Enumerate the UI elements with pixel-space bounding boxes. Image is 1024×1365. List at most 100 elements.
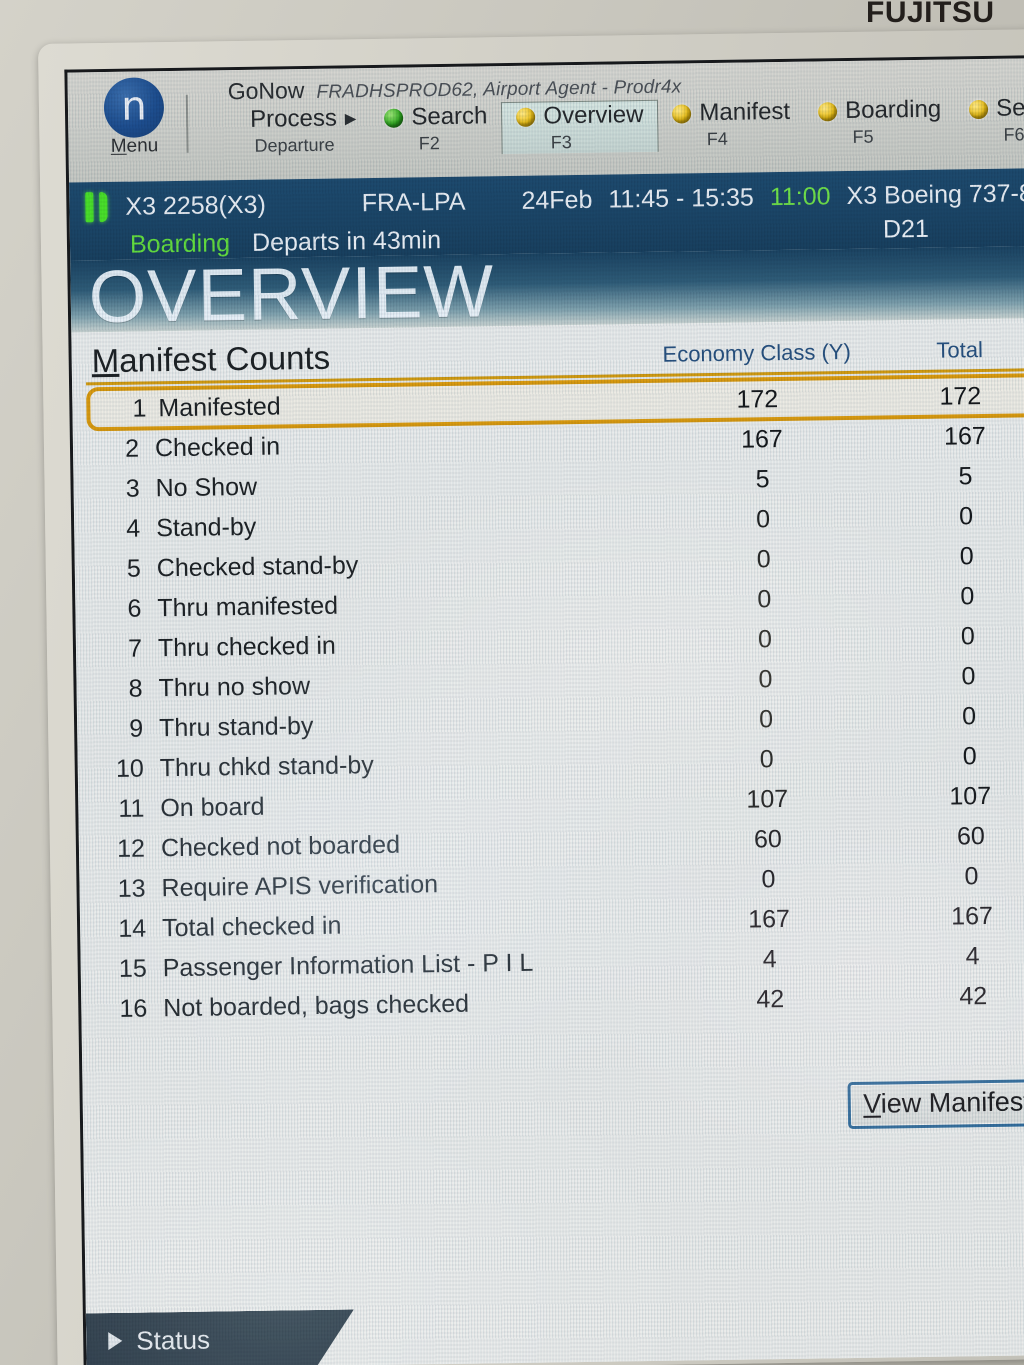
row-label: No Show xyxy=(155,472,258,502)
toolbar-button-search[interactable]: Search F2 xyxy=(370,102,502,155)
row-economy: 167 xyxy=(747,904,791,934)
application-toolbar: n Menu GoNow FRADHSPROD62, Airport Agent… xyxy=(67,58,1024,183)
row-economy: 42 xyxy=(756,984,785,1013)
row-label: Thru stand-by xyxy=(158,711,314,742)
status-lamp-yellow-icon xyxy=(817,101,838,121)
status-bar-label: Status xyxy=(136,1324,211,1356)
monitor-bezel: n Menu GoNow FRADHSPROD62, Airport Agent… xyxy=(38,29,1024,1365)
row-economy: 107 xyxy=(746,784,789,814)
row-total: 0 xyxy=(961,661,976,690)
row-economy: 0 xyxy=(757,584,772,613)
row-label: Require APIS verification xyxy=(161,869,439,902)
toolbar-button-process-sub: Departure xyxy=(254,134,335,156)
row-economy: 172 xyxy=(736,384,779,414)
toolbar-button-seat-mgr-label: Seat Mgr xyxy=(995,93,1024,122)
menu-label: Menu xyxy=(110,135,159,157)
row-label: On board xyxy=(160,792,265,822)
row-index: 12 xyxy=(116,834,146,863)
row-total: 4 xyxy=(965,941,980,970)
toolbar-button-search-label: Search xyxy=(411,102,488,131)
row-total: 60 xyxy=(956,821,985,850)
row-index: 2 xyxy=(124,434,140,463)
toolbar-button-overview-key: F3 xyxy=(550,132,572,153)
row-index: 11 xyxy=(118,794,145,823)
row-label: Checked stand-by xyxy=(156,550,359,582)
manifest-counts-table: 1 Manifested 172 172 2 Checked in 167 16… xyxy=(86,373,1024,1029)
chevron-right-icon: ▶ xyxy=(344,110,357,128)
row-total: 0 xyxy=(958,501,974,530)
row-label: Checked not boarded xyxy=(160,830,401,862)
app-name: GoNow xyxy=(227,77,305,105)
row-economy: 167 xyxy=(740,424,784,454)
status-lamp-yellow-icon xyxy=(672,103,692,124)
flight-number: X3 2258(X3) xyxy=(125,190,266,221)
flight-duration: 11:00 xyxy=(769,181,831,211)
row-index: 16 xyxy=(119,993,148,1023)
row-label: Stand-by xyxy=(155,512,257,542)
row-total: 107 xyxy=(949,781,992,811)
toolbar-button-overview[interactable]: Overview F3 xyxy=(501,99,659,155)
toolbar-button-overview-label: Overview xyxy=(543,101,644,130)
toolbar-button-boarding[interactable]: Boarding F5 xyxy=(804,95,956,148)
toolbar-divider xyxy=(185,94,189,153)
main-content: Manifest Counts Economy Class (Y) Total … xyxy=(71,317,1024,1365)
page-title: OVERVIEW xyxy=(88,249,495,333)
row-total: 0 xyxy=(960,581,975,610)
row-total: 42 xyxy=(959,981,988,1010)
column-header-economy: Economy Class (Y) xyxy=(662,338,851,367)
row-index: 8 xyxy=(128,674,143,703)
row-label: Passenger Information List - P I L xyxy=(162,948,534,982)
row-index: 7 xyxy=(127,634,143,663)
expander-triangle-icon xyxy=(108,1332,122,1350)
column-header-group: Economy Class (Y) Total xyxy=(628,336,1024,372)
row-economy: 5 xyxy=(755,464,770,493)
row-economy: 0 xyxy=(756,544,771,573)
gonow-logo-icon: n xyxy=(103,77,165,139)
row-economy: 4 xyxy=(762,944,777,973)
flight-times: 11:45 - 15:35 xyxy=(608,182,755,214)
row-total: 0 xyxy=(959,541,974,570)
row-total: 0 xyxy=(960,621,976,650)
row-index: 15 xyxy=(118,953,147,983)
status-lamp-yellow-icon xyxy=(516,107,536,127)
row-label: Thru no show xyxy=(158,671,311,702)
toolbar-button-boarding-key: F5 xyxy=(852,126,874,147)
row-total: 0 xyxy=(964,861,979,890)
row-index: 10 xyxy=(115,754,144,783)
section-title: Manifest Counts xyxy=(91,338,331,380)
boarding-gate-icon xyxy=(85,191,111,223)
toolbar-button-search-key: F2 xyxy=(418,133,440,154)
menu-button[interactable]: n Menu xyxy=(81,71,186,159)
row-economy: 0 xyxy=(759,744,774,773)
row-label: Manifested xyxy=(158,391,281,422)
manifest-button-row: View Manifest xyxy=(97,1079,1024,1140)
row-total: 0 xyxy=(961,701,977,730)
status-bar[interactable]: Status xyxy=(86,1309,355,1365)
row-label: Thru manifested xyxy=(157,591,339,622)
row-index: 6 xyxy=(127,594,142,623)
column-header-total: Total xyxy=(936,337,984,363)
row-label: Checked in xyxy=(154,431,281,462)
flight-route: FRA-LPA xyxy=(361,187,466,217)
toolbar-button-seat-mgr[interactable]: Seat Mgr F6 xyxy=(955,93,1024,146)
toolbar-button-manifest[interactable]: Manifest F4 xyxy=(658,98,804,151)
toolbar-button-process[interactable]: Process ▶ Departure xyxy=(236,104,371,157)
flight-equipment: X3 Boeing 737-80 xyxy=(846,178,1024,210)
row-total: 5 xyxy=(958,461,973,490)
row-total: 167 xyxy=(950,901,994,931)
gate-number: D21 xyxy=(882,214,930,244)
toolbar-button-manifest-label: Manifest xyxy=(699,97,791,127)
row-index: 4 xyxy=(126,514,141,543)
toolbar-button-seat-mgr-key: F6 xyxy=(1003,124,1024,145)
flight-info-bar[interactable]: X3 2258(X3) FRA-LPA 24Feb 11:45 - 15:35 … xyxy=(69,168,1024,261)
status-lamp-yellow-icon xyxy=(969,99,989,119)
row-index: 13 xyxy=(117,873,146,903)
row-label: Not boarded, bags checked xyxy=(163,989,470,1022)
row-label: Total checked in xyxy=(161,911,342,942)
toolbar-button-manifest-key: F4 xyxy=(706,128,728,150)
view-manifest-button[interactable]: View Manifest xyxy=(847,1079,1024,1130)
departs-countdown: Departs in 43min xyxy=(251,225,442,257)
fujitsu-brand-logo: FUJITSU xyxy=(866,0,995,29)
row-label: Thru chkd stand-by xyxy=(159,750,374,782)
